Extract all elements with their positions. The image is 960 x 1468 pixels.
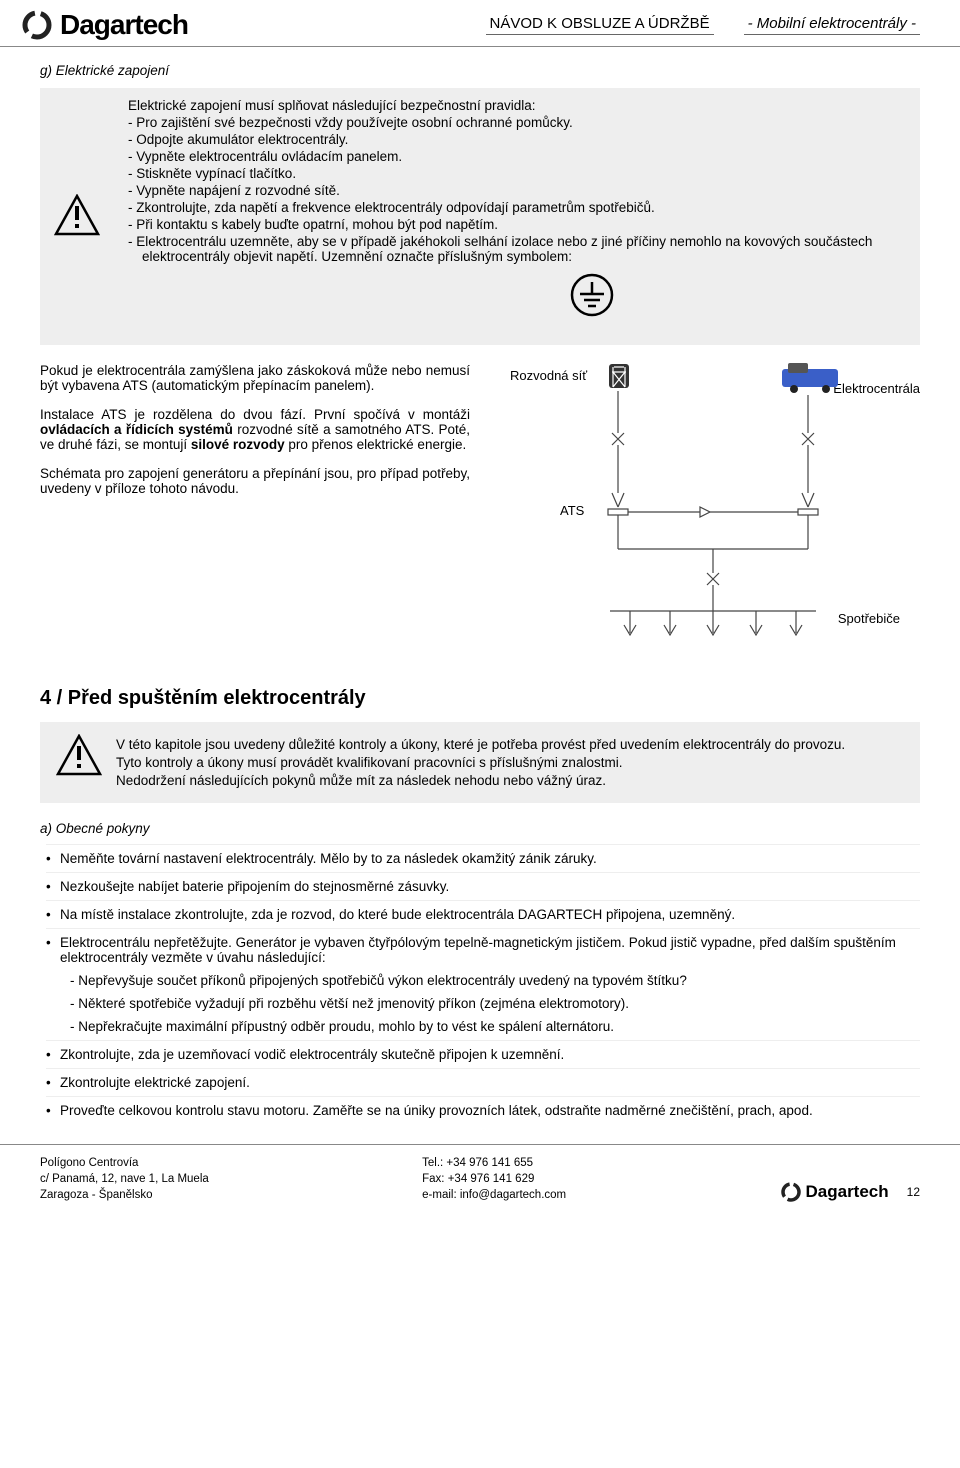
para-ats-1: Pokud je elektrocentrála zamýšlena jako …	[40, 363, 470, 393]
bullet-list: Neměňte tovární nastavení elektrocentrál…	[40, 844, 920, 1118]
section-4-title: 4 / Před spuštěním elektrocentrály	[40, 687, 920, 710]
section-g-title: g) Elektrické zapojení	[40, 63, 920, 78]
ground-symbol	[278, 272, 906, 321]
warn-item: - Stiskněte vypínací tlačítko.	[128, 166, 906, 181]
sub-item: - Některé spotřebiče vyžadují při rozběh…	[70, 990, 920, 1011]
page-footer: Polígono Centrovía c/ Panamá, 12, nave 1…	[0, 1144, 960, 1219]
footer-contact: Tel.: +34 976 141 655 Fax: +34 976 141 6…	[422, 1155, 566, 1203]
warn-item: - Pro zajištění své bezpečnosti vždy pou…	[128, 115, 906, 130]
warn-item: - Při kontaktu s kabely buďte opatrní, m…	[128, 217, 906, 232]
brand-name: Dagartech	[60, 9, 188, 41]
sub-item: - Nepřekračujte maximální přípustný odbě…	[70, 1013, 920, 1034]
para-ats-2: Instalace ATS je rozdělena do dvou fází.…	[40, 407, 470, 452]
bullet-item: Na místě instalace zkontrolujte, zda je …	[46, 900, 920, 922]
header-right: NÁVOD K OBSLUZE A ÚDRŽBĚ - Mobilní elekt…	[486, 15, 920, 35]
ats-diagram: Rozvodná síť Elektrocentrála ATS Spotřeb…	[490, 363, 920, 663]
bullet-item: Zkontrolujte, zda je uzemňovací vodič el…	[46, 1040, 920, 1062]
logo-icon	[780, 1181, 802, 1203]
bullet-item: Elektrocentrálu nepřetěžujte. Generátor …	[46, 928, 920, 1034]
page-header: Dagartech NÁVOD K OBSLUZE A ÚDRŽBĚ - Mob…	[0, 0, 960, 47]
bullet-item: Proveďte celkovou kontrolu stavu motoru.…	[46, 1096, 920, 1118]
warning-box-4: V této kapitole jsou uvedeny důležité ko…	[40, 722, 920, 803]
warn-item: - Elektrocentrálu uzemněte, aby se v pří…	[128, 234, 906, 264]
warn-list: - Pro zajištění své bezpečnosti vždy pou…	[128, 115, 906, 264]
warning-icon	[54, 194, 100, 236]
warn-item: - Vypněte napájení z rozvodné sítě.	[128, 183, 906, 198]
sub-item: - Nepřevyšuje součet příkonů připojených…	[70, 967, 920, 988]
brand-logo: Dagartech	[20, 8, 188, 42]
logo-icon	[20, 8, 54, 42]
footer-brand-area: Dagartech 12	[780, 1181, 921, 1203]
warn-item: - Vypněte elektrocentrálu ovládacím pane…	[128, 149, 906, 164]
warn-intro: Elektrické zapojení musí splňovat násled…	[128, 98, 906, 113]
sub-dash-list: - Nepřevyšuje součet příkonů připojených…	[60, 967, 920, 1034]
footer-brand: Dagartech	[806, 1182, 889, 1202]
section-a-title: a) Obecné pokyny	[40, 821, 920, 836]
warning-icon	[56, 734, 102, 776]
header-title: NÁVOD K OBSLUZE A ÚDRŽBĚ	[486, 15, 714, 35]
bullet-item: Neměňte tovární nastavení elektrocentrál…	[46, 844, 920, 866]
box4-line: Nedodržení následujících pokynů může mít…	[116, 773, 845, 788]
page-number: 12	[907, 1185, 920, 1199]
para-ats-3: Schémata pro zapojení generátoru a přepí…	[40, 466, 470, 496]
warning-box-g: Elektrické zapojení musí splňovat násled…	[40, 88, 920, 345]
warn-item: - Zkontrolujte, zda napětí a frekvence e…	[128, 200, 906, 215]
warn-item: - Odpojte akumulátor elektrocentrály.	[128, 132, 906, 147]
bullet-item: Nezkoušejte nabíjet baterie připojením d…	[46, 872, 920, 894]
box4-line: V této kapitole jsou uvedeny důležité ko…	[116, 737, 845, 752]
header-subtitle: - Mobilní elektrocentrály -	[744, 15, 920, 35]
footer-address: Polígono Centrovía c/ Panamá, 12, nave 1…	[40, 1155, 209, 1203]
box4-line: Tyto kontroly a úkony musí provádět kval…	[116, 755, 845, 770]
ats-schematic	[490, 363, 910, 663]
bullet-item: Zkontrolujte elektrické zapojení.	[46, 1068, 920, 1090]
